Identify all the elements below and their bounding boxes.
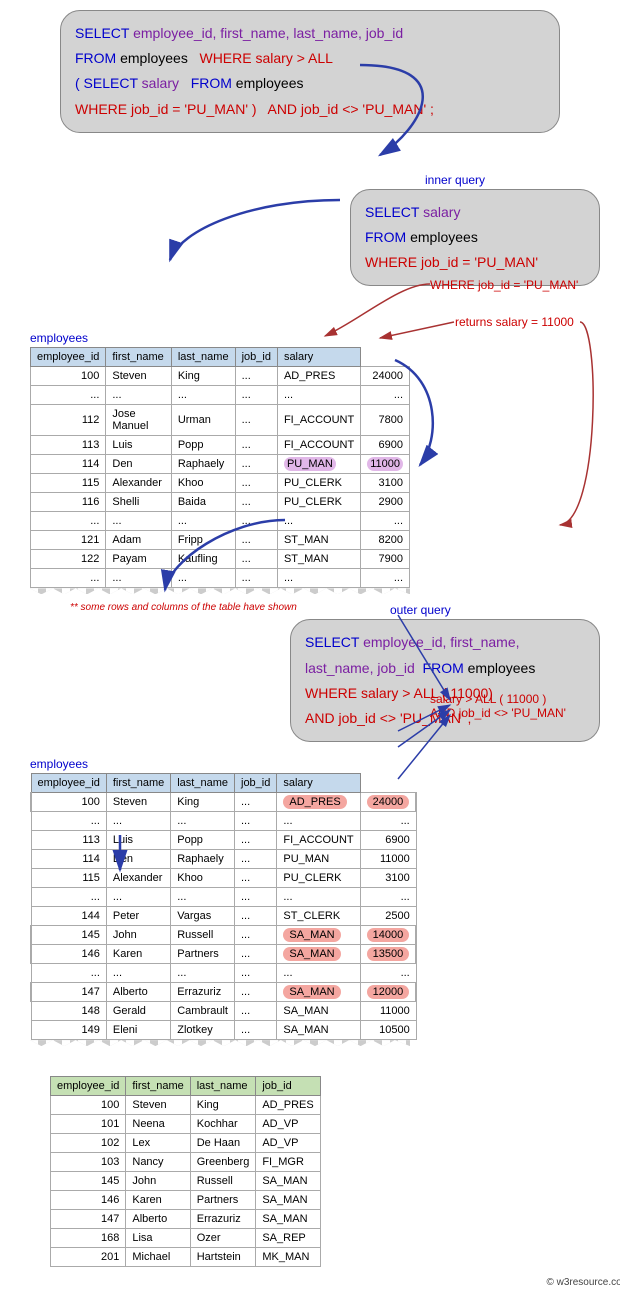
cond3: AND job_id <> 'PU_MAN' ; <box>267 101 433 117</box>
kw: AND <box>305 710 335 726</box>
top-query-box: SELECT employee_id, first_name, last_nam… <box>60 10 560 133</box>
outer-query-box: SELECT employee_id, first_name, last_nam… <box>290 619 600 742</box>
cond: job_id = 'PU_MAN' <box>421 254 538 270</box>
outer-query-label: outer query <box>390 603 620 617</box>
kw-where: WHERE <box>199 50 251 66</box>
cols: last_name, job_id <box>305 660 415 676</box>
kw-select: SELECT <box>75 25 129 41</box>
kw: WHERE <box>305 685 357 701</box>
kw: FROM <box>423 660 464 676</box>
col: salary <box>142 75 179 91</box>
cols: employee_id, first_name, <box>363 634 519 650</box>
kw: SELECT <box>365 204 419 220</box>
cond: salary > ALL <box>256 50 333 66</box>
inner-query-label: inner query <box>425 173 620 187</box>
col: salary <box>423 204 460 220</box>
result-table: employee_idfirst_namelast_namejob_id100S… <box>50 1076 321 1267</box>
annotation-where: WHERE job_id = 'PU_MAN' <box>430 278 578 292</box>
credit: © w3resource.com <box>10 1277 620 1288</box>
tbl: employees <box>410 229 478 245</box>
tbl2: employees <box>236 75 304 91</box>
kw-from: FROM <box>75 50 116 66</box>
table1-label: employees <box>30 331 620 345</box>
kw-where2: WHERE <box>75 101 127 117</box>
kw: WHERE <box>365 254 417 270</box>
table2-label: employees <box>30 757 620 771</box>
kw: SELECT <box>305 634 359 650</box>
kw: FROM <box>365 229 406 245</box>
tbl: employees <box>120 50 188 66</box>
annotation-outer-cond: salary > ALL ( 11000 ) AND job_id <> 'PU… <box>430 692 600 720</box>
cols: employee_id, first_name, last_name, job_… <box>133 25 403 41</box>
inner-query-box: SELECT salary FROM employees WHERE job_i… <box>350 189 600 287</box>
tbl: employees <box>468 660 536 676</box>
cond2: job_id = 'PU_MAN' ) <box>131 101 257 117</box>
kw-subselect: ( SELECT <box>75 75 138 91</box>
kw-from2: FROM <box>191 75 232 91</box>
annotation-returns: returns salary = 11000 <box>455 315 574 329</box>
employees-table-2: employee_idfirst_namelast_namejob_idsala… <box>30 773 417 1040</box>
employees-table-1: employee_idfirst_namelast_namejob_idsala… <box>30 347 410 588</box>
